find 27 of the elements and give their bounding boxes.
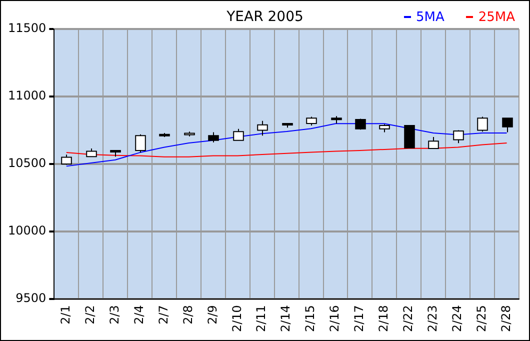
x-tick-label: 2/10	[230, 305, 244, 332]
x-tick-label: 2/16	[328, 305, 342, 332]
y-tick-label: 10500	[8, 156, 46, 170]
x-tick-label: 2/8	[180, 305, 195, 324]
x-tick-label: 2/3	[107, 305, 122, 324]
y-tick-label: 9500	[16, 291, 46, 306]
x-tick-label: 2/18	[376, 305, 391, 332]
x-tick-label: 2/11	[254, 305, 268, 332]
x-tick-label: 2/4	[132, 305, 146, 324]
x-tick-label: 2/2	[82, 305, 97, 324]
legend-label: 5MA	[414, 10, 444, 25]
x-tick-label: 2/17	[352, 305, 366, 332]
x-tick-label: 2/23	[426, 305, 440, 332]
x-tick-label: 2/15	[303, 305, 318, 332]
x-tick-label: 2/22	[401, 305, 416, 332]
y-tick-label: 11000	[8, 88, 46, 103]
x-tick-label: 2/9	[205, 305, 220, 324]
x-tick-label: 2/1	[58, 305, 73, 324]
y-tick-label: 11500	[8, 21, 46, 36]
x-tick-label: 2/7	[156, 305, 170, 324]
legend-label: 25MA	[477, 10, 515, 25]
chart-title: YEAR 2005	[226, 9, 304, 25]
x-tick-label: 2/28	[498, 305, 513, 332]
x-tick-label: 2/24	[450, 305, 464, 332]
x-tick-label: 2/14	[278, 305, 293, 332]
x-tick-label: 2/25	[474, 305, 488, 332]
y-tick-label: 10000	[8, 224, 46, 238]
